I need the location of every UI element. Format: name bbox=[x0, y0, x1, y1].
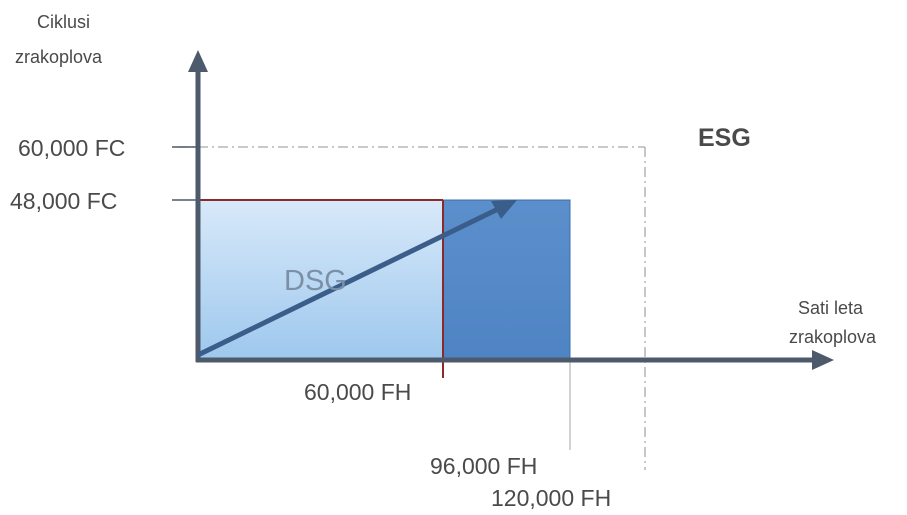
x-tick-label-60000-fh: 60,000 FH bbox=[304, 379, 411, 405]
dsg-label: DSG bbox=[284, 265, 347, 297]
esg-label: ESG bbox=[698, 124, 751, 152]
x-tick-label-120000-fh: 120,000 FH bbox=[491, 485, 611, 511]
y-tick-label-48000-fc: 48,000 FC bbox=[10, 188, 117, 214]
dsg-block bbox=[198, 200, 443, 358]
x-axis-title-line2: zrakoplova bbox=[789, 327, 877, 347]
x-axis-title-line1: Sati leta bbox=[798, 298, 864, 318]
growth-arrow-line bbox=[197, 207, 499, 357]
y-axis-title-line1: Ciklusi bbox=[37, 12, 90, 32]
y-tick-label-60000-fc: 60,000 FC bbox=[18, 135, 125, 161]
esg-extension-block bbox=[442, 199, 571, 359]
x-tick-label-96000-fh: 96,000 FH bbox=[430, 453, 537, 479]
y-axis-arrowhead bbox=[188, 50, 208, 72]
growth-arrow-head bbox=[491, 200, 517, 219]
x-axis-arrowhead bbox=[812, 350, 834, 370]
y-axis-title-line2: zrakoplova bbox=[15, 47, 103, 67]
